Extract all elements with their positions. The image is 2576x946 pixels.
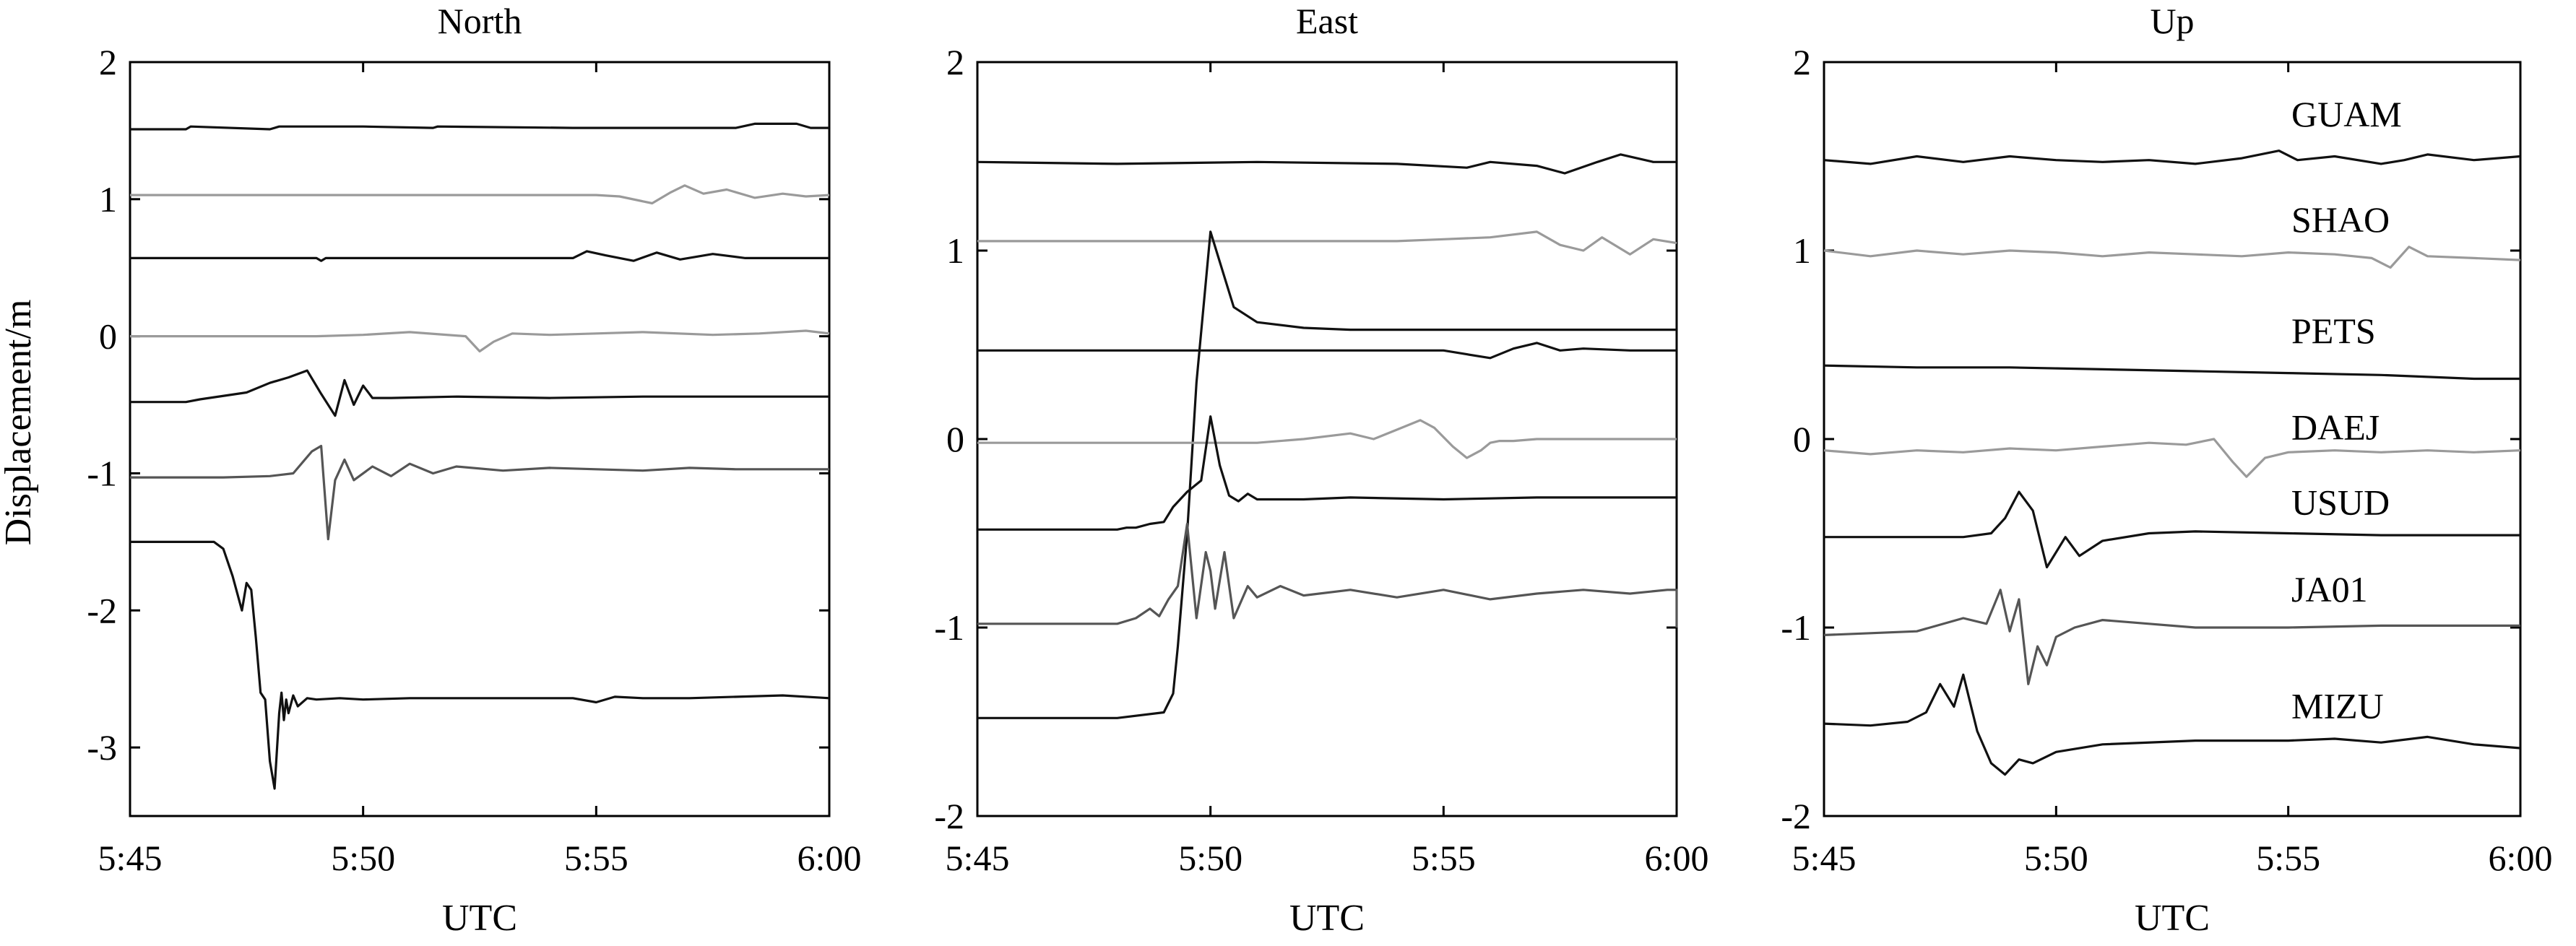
x-tick-label: 5:45 [1792, 838, 1857, 878]
y-tick-label: 2 [1793, 42, 1811, 82]
series-line-usud [977, 419, 1677, 459]
y-tick-label: -1 [1781, 607, 1811, 648]
x-axis-label: UTC [1289, 898, 1365, 939]
station-label-mizu: MIZU [2291, 686, 2384, 726]
y-tick-label: -2 [1781, 796, 1811, 836]
y-tick-label: 0 [99, 316, 117, 357]
y-tick-label: -1 [87, 453, 117, 493]
series-line-pets [977, 230, 1677, 719]
series-line-ja01 [977, 415, 1677, 531]
y-tick-label: -1 [934, 607, 964, 648]
series-line-usud [130, 369, 829, 417]
series-line-mizu [977, 522, 1678, 628]
series-line-daej [977, 342, 1677, 360]
series-line-guam [130, 122, 829, 131]
series-line-shao [130, 184, 830, 205]
x-tick-label: 5:55 [2256, 838, 2320, 878]
panel-title: North [438, 1, 522, 41]
station-label-pets: PETS [2291, 311, 2376, 351]
y-tick-label: -3 [87, 727, 117, 768]
series-line-ja01 [1823, 589, 2520, 685]
y-tick-label: 1 [1793, 230, 1811, 271]
station-label-daej: DAEJ [2291, 407, 2380, 447]
y-tick-label: 2 [946, 42, 964, 82]
y-tick-label: -2 [934, 796, 964, 836]
station-label-ja01: JA01 [2291, 569, 2368, 609]
x-tick-label: 5:45 [946, 838, 1010, 878]
x-tick-label: 5:50 [2024, 838, 2088, 878]
panel-title: Up [2150, 1, 2194, 41]
y-tick-label: 0 [946, 419, 964, 459]
panel-title: East [1296, 1, 1358, 41]
x-tick-label: 6:00 [798, 838, 862, 878]
y-tick-label: -2 [87, 590, 117, 630]
station-label-usud: USUD [2291, 482, 2390, 523]
series-line-ja01 [130, 444, 829, 541]
panel-north: North 5:45 5:50 5:55 6:00 UTC 2 1 0 -1 -2 -3 [87, 1, 861, 939]
y-tick-label: 0 [1793, 419, 1811, 459]
x-tick-label: 5:50 [331, 838, 395, 878]
x-tick-label: 5:55 [564, 838, 628, 878]
plot-frame [1823, 61, 2522, 817]
series-line-shao [1823, 246, 2521, 269]
station-label-shao: SHAO [2291, 199, 2390, 240]
series-line-pets [1823, 364, 2520, 381]
panel-east: East 5:45 5:50 5:55 6:00 UTC 2 1 0 -1 -2 [934, 1, 1708, 939]
y-tick-label: 2 [99, 42, 117, 82]
y-tick-label: 1 [946, 230, 964, 271]
chart-panels: North 5:45 5:50 5:55 6:00 UTC 2 1 0 -1 -2 -3 East 5:4… [87, 1, 2552, 939]
x-axis-label: UTC [2135, 898, 2210, 939]
series-line-mizu [130, 540, 830, 790]
series-line-pets [130, 250, 829, 262]
x-tick-label: 5:45 [98, 838, 163, 878]
series-line-shao [977, 230, 1677, 256]
series-line-usud [1824, 490, 2520, 569]
x-tick-label: 6:00 [1645, 838, 1709, 878]
x-tick-label: 5:55 [1412, 838, 1476, 878]
series-line-guam [977, 153, 1677, 175]
panel-up: Up 5:45 5:50 5:55 6:00 UTC 2 1 0 -1 -2 GUAM SHAO PETS… [1781, 1, 2552, 939]
station-label-guam: GUAM [2291, 94, 2402, 134]
x-axis-label: UTC [442, 898, 517, 939]
series-line-daej [130, 329, 830, 353]
plot-frame [129, 61, 831, 817]
series-line-daej [1823, 438, 2521, 478]
series-line-mizu [1823, 673, 2521, 776]
x-tick-label: 5:50 [1178, 838, 1242, 878]
x-tick-label: 6:00 [2489, 838, 2553, 878]
y-tick-label: 1 [99, 179, 117, 220]
series-line-guam [1823, 149, 2521, 165]
shared-ylabel: Displacement/m [0, 300, 39, 546]
